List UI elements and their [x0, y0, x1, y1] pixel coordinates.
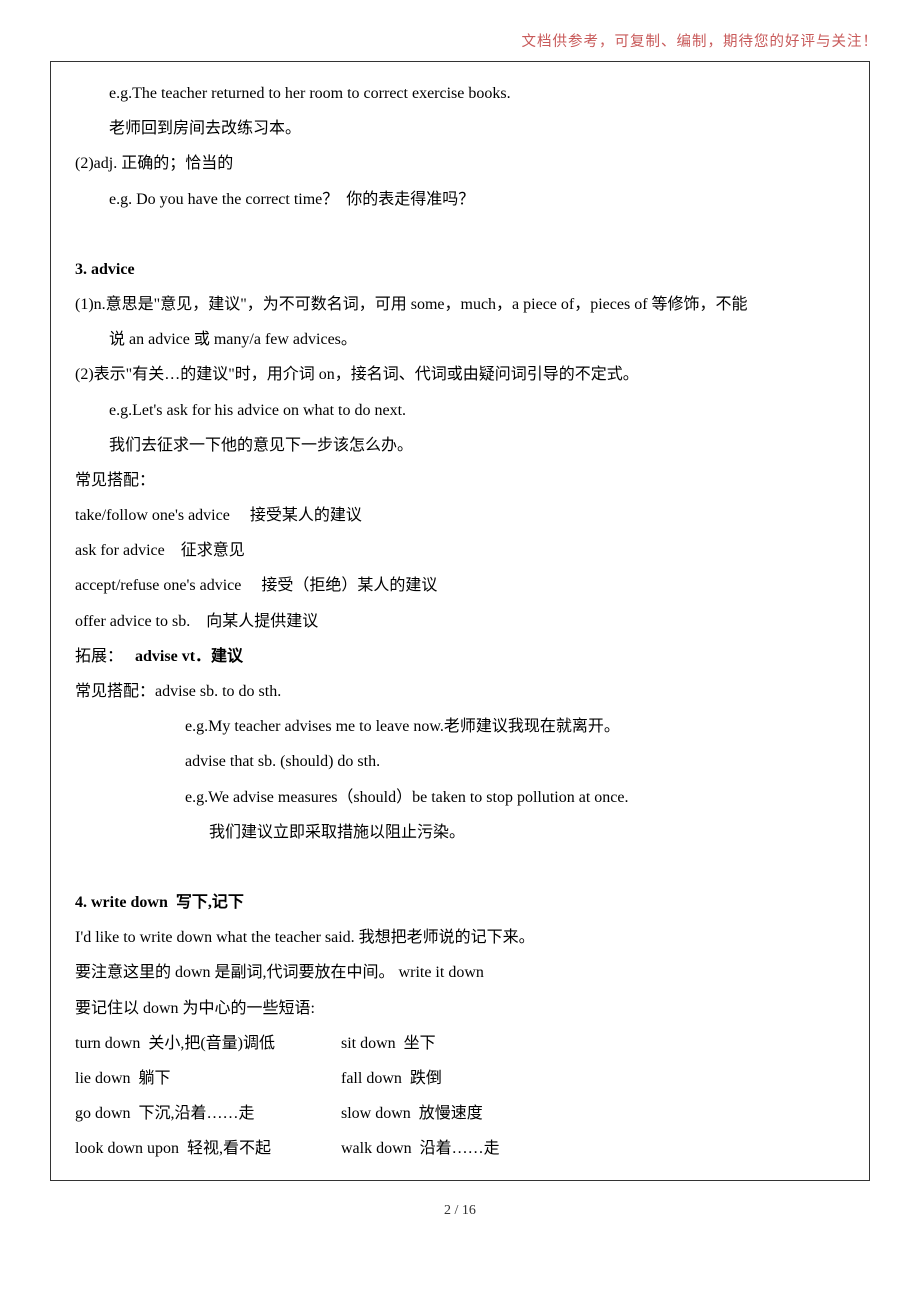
text-line: e.g.Let's ask for his advice on what to …	[75, 393, 845, 428]
text-line: e.g.My teacher advises me to leave now.老…	[75, 709, 845, 744]
text-line: 老师回到房间去改练习本。	[75, 111, 845, 146]
text-line: accept/refuse one's advice 接受（拒绝）某人的建议	[75, 568, 845, 603]
phrase-right: fall down 跌倒	[341, 1070, 442, 1087]
text-line: lie down 躺下fall down 跌倒	[75, 1061, 845, 1096]
page: 文档供参考，可复制、编制，期待您的好评与关注！ e.g.The teacher …	[0, 0, 920, 1302]
text-line: ask for advice 征求意见	[75, 533, 845, 568]
text-line: e.g.The teacher returned to her room to …	[75, 76, 845, 111]
spacer	[75, 850, 845, 885]
text-line: (1)n.意思是"意见，建议"，为不可数名词，可用 some，much，a pi…	[75, 287, 845, 322]
text-line: 常见搭配：	[75, 463, 845, 498]
phrase-right: walk down 沿着……走	[341, 1140, 500, 1157]
text-line: advise that sb. (should) do sth.	[75, 744, 845, 779]
spacer	[75, 217, 845, 252]
phrase-right: slow down 放慢速度	[341, 1105, 483, 1122]
text-span: 拓展：	[75, 648, 135, 665]
text-line: 我们建议立即采取措施以阻止污染。	[75, 815, 845, 850]
phrase-left: lie down 躺下	[75, 1061, 341, 1096]
phrase-right: sit down 坐下	[341, 1035, 436, 1052]
phrase-left: look down upon 轻视,看不起	[75, 1131, 341, 1166]
header-note: 文档供参考，可复制、编制，期待您的好评与关注！	[50, 30, 878, 51]
text-line: take/follow one's advice 接受某人的建议	[75, 498, 845, 533]
phrase-left: turn down 关小,把(音量)调低	[75, 1026, 341, 1061]
text-line: offer advice to sb. 向某人提供建议	[75, 604, 845, 639]
page-footer: 2 / 16	[50, 1203, 870, 1219]
text-span-bold: advise vt．建议	[135, 648, 243, 665]
section-heading: 4. write down 写下,记下	[75, 885, 845, 920]
text-line: (2)adj. 正确的；恰当的	[75, 146, 845, 181]
text-line: 说 an advice 或 many/a few advices。	[75, 322, 845, 357]
text-line: 要注意这里的 down 是副词,代词要放在中间。 write it down	[75, 955, 845, 990]
phrase-left: go down 下沉,沿着……走	[75, 1096, 341, 1131]
text-line: 我们去征求一下他的意见下一步该怎么办。	[75, 428, 845, 463]
text-line: e.g. Do you have the correct time？ 你的表走得…	[75, 182, 845, 217]
text-line: 常见搭配：advise sb. to do sth.	[75, 674, 845, 709]
text-line: I'd like to write down what the teacher …	[75, 920, 845, 955]
text-line: go down 下沉,沿着……走slow down 放慢速度	[75, 1096, 845, 1131]
text-line: look down upon 轻视,看不起walk down 沿着……走	[75, 1131, 845, 1166]
text-line: 要记住以 down 为中心的一些短语:	[75, 991, 845, 1026]
text-line: turn down 关小,把(音量)调低sit down 坐下	[75, 1026, 845, 1061]
text-line: 拓展： advise vt．建议	[75, 639, 845, 674]
section-heading: 3. advice	[75, 252, 845, 287]
text-line: e.g.We advise measures（should）be taken t…	[75, 780, 845, 815]
content-box: e.g.The teacher returned to her room to …	[50, 61, 870, 1181]
text-line: (2)表示"有关…的建议"时，用介词 on，接名词、代词或由疑问词引导的不定式。	[75, 357, 845, 392]
